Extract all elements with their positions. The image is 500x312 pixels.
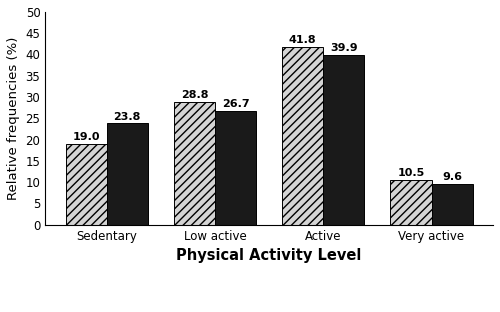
Y-axis label: Relative frequencies (%): Relative frequencies (%) [7,37,20,200]
Text: 41.8: 41.8 [289,35,316,45]
Text: 19.0: 19.0 [72,132,100,142]
Bar [390,180,432,225]
Text: 10.5: 10.5 [398,168,424,178]
Bar [174,102,215,225]
Text: 23.8: 23.8 [114,112,141,122]
Bar [106,124,148,225]
Bar [432,184,472,225]
Bar [215,111,256,225]
Legend: Without ED, ED: Without ED, ED [198,307,340,312]
Text: 26.7: 26.7 [222,99,250,110]
Bar [66,144,106,225]
Text: 39.9: 39.9 [330,43,357,53]
X-axis label: Physical Activity Level: Physical Activity Level [176,248,362,263]
Text: 9.6: 9.6 [442,172,462,182]
Bar [324,55,364,225]
Text: 28.8: 28.8 [180,90,208,100]
Bar [282,47,324,225]
